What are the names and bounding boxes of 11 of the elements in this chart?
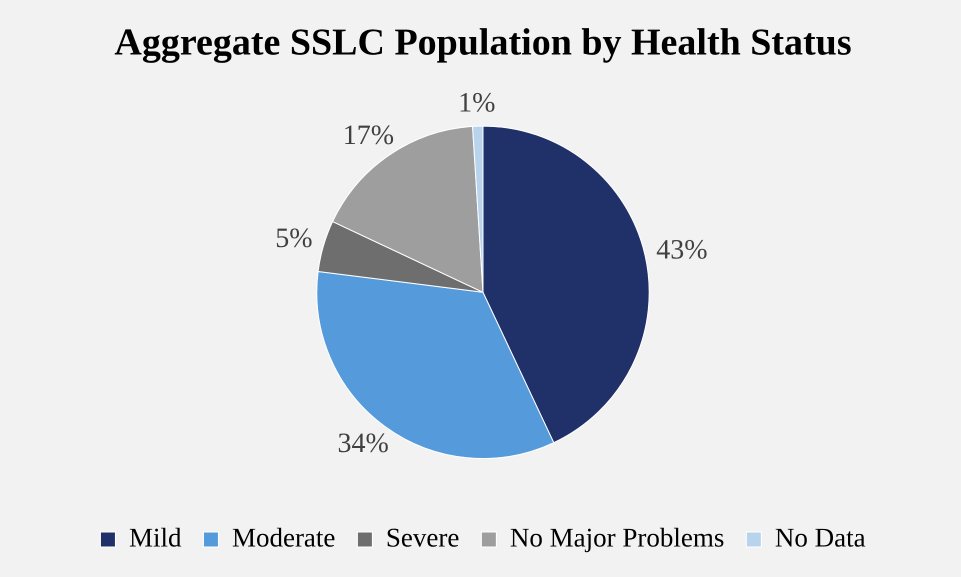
legend-label: Mild bbox=[128, 522, 182, 553]
legend-label: Severe bbox=[386, 522, 460, 553]
legend-label: No Data bbox=[774, 522, 866, 553]
data-label: 43% bbox=[656, 234, 708, 266]
chart-title: Aggregate SSLC Population by Health Status bbox=[114, 22, 852, 64]
legend-label: Moderate bbox=[232, 522, 336, 553]
data-label: 17% bbox=[342, 120, 394, 152]
data-label: 5% bbox=[275, 223, 313, 254]
data-label: 1% bbox=[458, 88, 496, 119]
legend-label: No Major Problems bbox=[510, 522, 724, 553]
data-label: 34% bbox=[338, 428, 389, 459]
